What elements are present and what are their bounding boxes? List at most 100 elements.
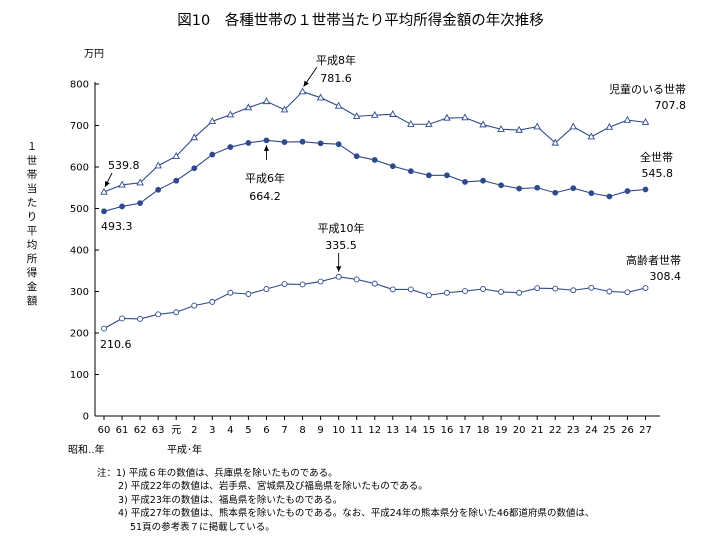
data-point [480, 177, 486, 184]
x-tick-label: 22 [549, 425, 562, 436]
series-1 [101, 137, 649, 215]
data-point [606, 193, 613, 200]
data-point [444, 172, 450, 179]
data-point [425, 120, 433, 127]
data-point [606, 288, 613, 295]
y-tick-label: 100 [70, 370, 89, 381]
data-point [515, 125, 523, 133]
y-tick-label: 0 [83, 412, 89, 423]
data-point [605, 122, 614, 130]
data-point [352, 112, 361, 120]
annotation-arrowhead [263, 145, 270, 151]
x-tick-label: 14 [404, 425, 417, 436]
x-tick-label: 26 [621, 425, 634, 436]
data-point [425, 172, 432, 179]
annotation-era: 平成6年 [245, 171, 285, 185]
data-label: 493.3 [101, 220, 133, 233]
data-point [370, 110, 379, 118]
data-point [462, 288, 468, 295]
data-point [642, 285, 649, 291]
x-tick-label: 9 [317, 425, 323, 436]
note-4: 51頁の参考表７に掲載している。 [130, 521, 275, 533]
data-point [298, 87, 307, 95]
data-point [155, 311, 162, 318]
x-tick-label: 61 [116, 425, 129, 436]
data-point [497, 125, 505, 132]
y-axis-label-char: た [27, 197, 38, 209]
x-tick-label: 21 [531, 425, 544, 436]
x-tick-label: 60 [98, 425, 111, 436]
data-point [425, 292, 432, 299]
data-point [570, 287, 577, 294]
y-axis-label-char: 金 [27, 280, 38, 293]
data-point [461, 113, 469, 121]
note-3: 4) 平成27年の数値は、熊本県を除いたものである。なお、平成24年の熊本県分を… [118, 508, 595, 520]
y-tick-label: 500 [70, 204, 89, 215]
y-tick-label: 700 [70, 121, 89, 132]
data-point [371, 280, 378, 287]
data-label: 539.8 [108, 159, 140, 172]
annotation-arrowhead [303, 80, 309, 87]
data-point [244, 103, 253, 111]
data-point [624, 289, 631, 296]
x-tick-label: 16 [441, 425, 454, 436]
data-point [137, 315, 144, 322]
data-point [534, 184, 541, 191]
data-point [226, 110, 235, 118]
data-point [299, 138, 306, 145]
chart-title: 図10 各種世帯の１世帯当たり平均所得金額の年次推移 [177, 12, 543, 29]
data-point [588, 284, 595, 291]
data-point [100, 187, 108, 195]
x-tick-label: 3 [209, 425, 215, 436]
series-end-value: 707.8 [655, 99, 687, 112]
data-point [444, 289, 450, 296]
x-tick-label: 5 [245, 425, 251, 436]
data-point [299, 281, 306, 288]
data-point [263, 137, 270, 144]
x-tick-label: 12 [368, 425, 381, 436]
y-axis-label-char: １ [27, 141, 38, 153]
y-tick-label: 200 [70, 329, 89, 340]
data-point [101, 325, 107, 332]
notes: 注：1) 平成６年の数値は、兵庫県を除いたものである。 2) 平成22年の数値は… [97, 467, 594, 534]
note-0: 注：1) 平成６年の数値は、兵庫県を除いたものである。 [97, 468, 338, 479]
data-point [227, 289, 234, 296]
y-tick-label: 800 [70, 80, 89, 91]
y-axis-label-char: 当 [27, 182, 38, 195]
data-point [641, 118, 650, 125]
x-tick-label: 15 [423, 425, 436, 436]
data-point [281, 281, 288, 287]
data-point [245, 140, 252, 146]
data-point [316, 93, 325, 101]
x-tick-label: 元 [171, 425, 181, 436]
note-2: 3) 平成23年の数値は、福島県を除いたものである。 [118, 494, 343, 506]
data-point [227, 144, 234, 150]
series-0 [100, 87, 650, 195]
data-point [407, 168, 414, 175]
data-point [137, 200, 143, 207]
era-label-showa: 昭和‥年 [68, 443, 105, 456]
y-axis-label-char: 額 [27, 294, 38, 307]
data-point [101, 208, 107, 215]
annotation-arrowhead [105, 180, 110, 187]
y-axis-label-char: 均 [27, 239, 38, 251]
data-point [498, 288, 505, 295]
data-point [462, 179, 468, 185]
data-point [245, 291, 252, 297]
data-point [533, 122, 541, 130]
data-point [335, 273, 342, 280]
data-point [371, 157, 378, 163]
data-point [335, 141, 342, 148]
x-tick-label: 10 [332, 425, 345, 436]
annotation-value: 664.2 [249, 190, 281, 203]
series-line [103, 139, 646, 212]
data-point [136, 178, 144, 186]
series-end-value: 545.8 [642, 167, 674, 180]
y-axis-label-char: 帯 [27, 168, 38, 181]
series-2 [101, 273, 649, 332]
data-point [551, 138, 560, 146]
data-point [173, 309, 180, 316]
x-tick-label: 2 [191, 425, 197, 436]
